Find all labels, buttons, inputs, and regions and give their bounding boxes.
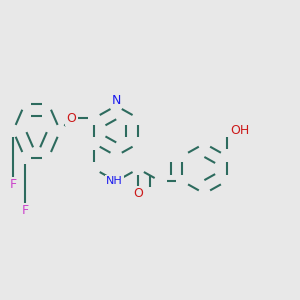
- Text: N: N: [112, 94, 121, 107]
- Text: O: O: [66, 112, 76, 125]
- Text: NH: NH: [106, 176, 123, 186]
- Text: OH: OH: [230, 124, 249, 137]
- Text: F: F: [21, 204, 28, 217]
- Text: F: F: [10, 178, 16, 191]
- Text: O: O: [133, 187, 143, 200]
